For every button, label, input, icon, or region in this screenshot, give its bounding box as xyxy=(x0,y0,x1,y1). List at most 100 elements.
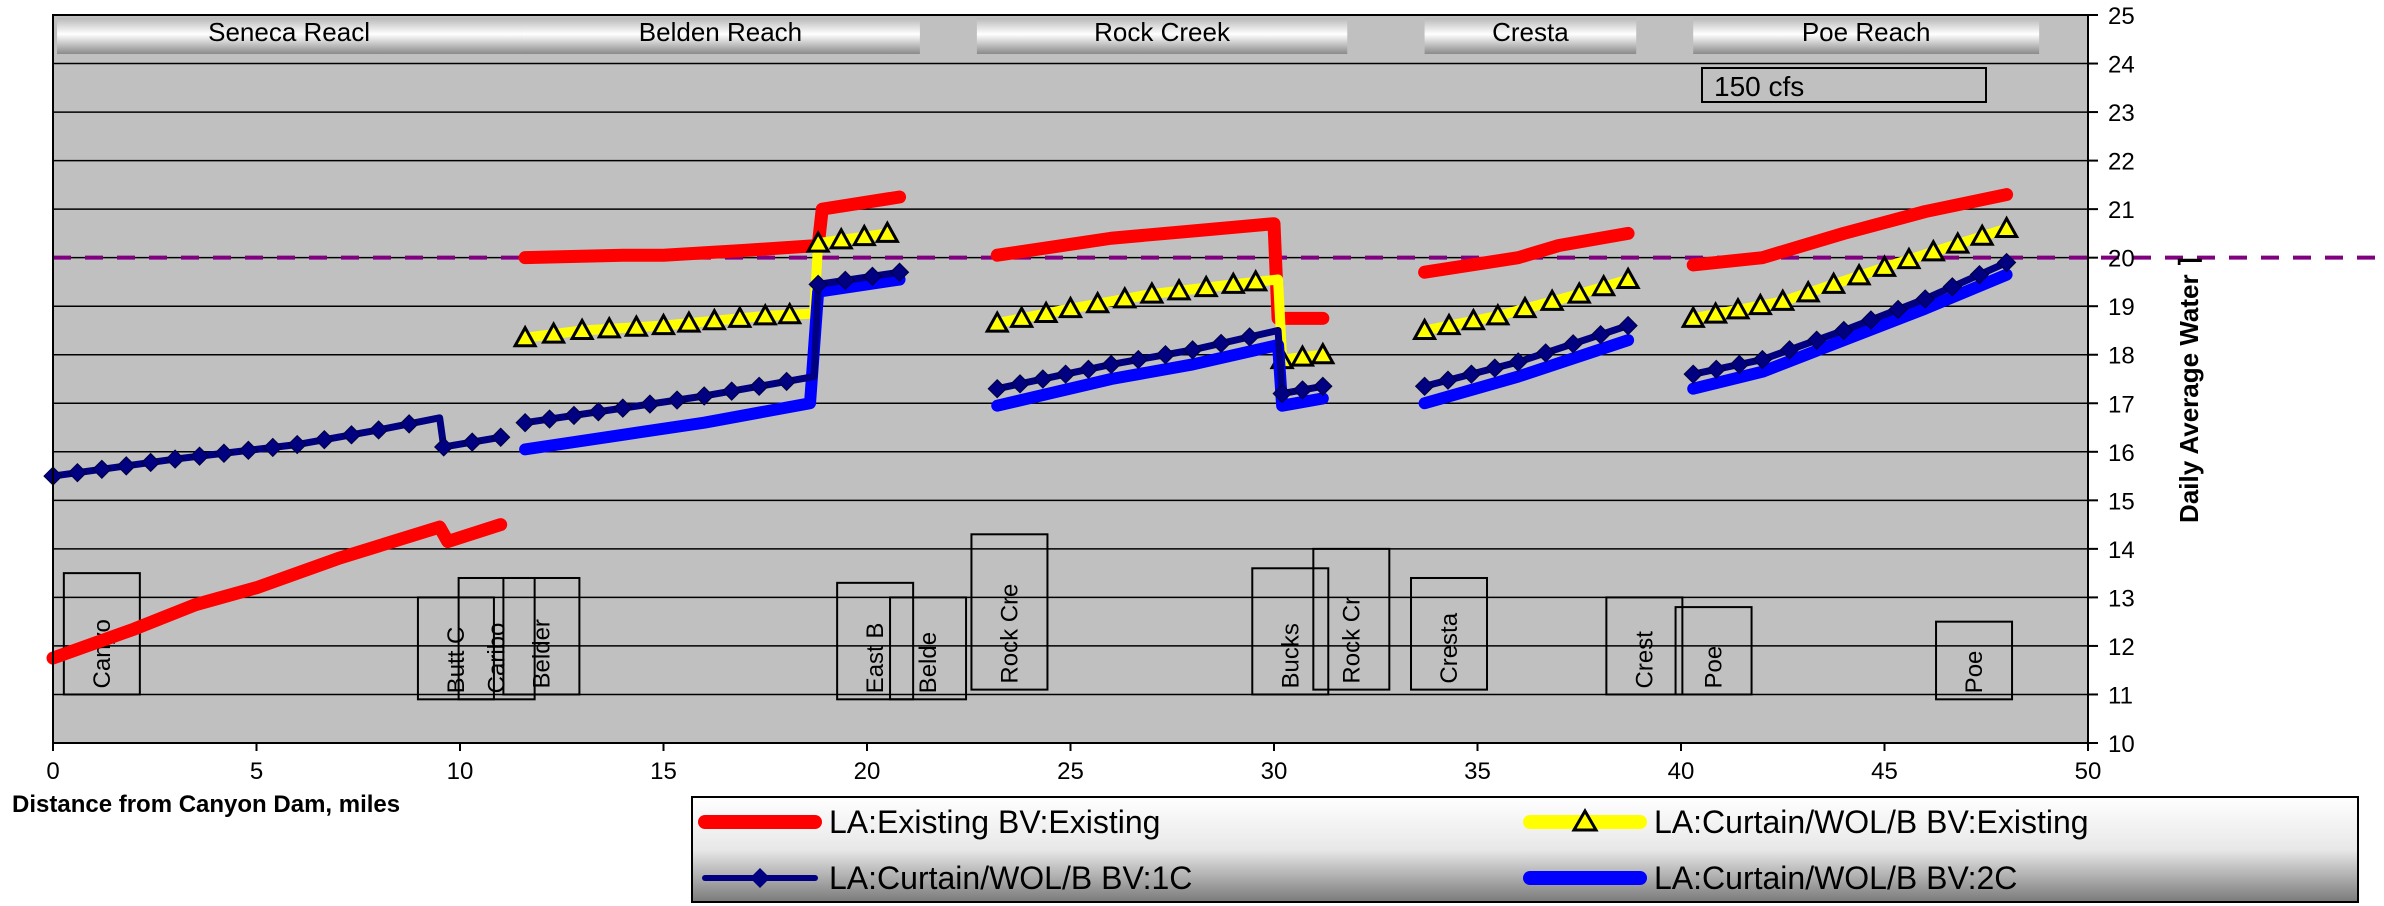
location-label: Bucks xyxy=(1251,567,1330,696)
x-tick-label: 35 xyxy=(1464,758,1491,785)
series-marker xyxy=(1166,277,1192,301)
series-marker xyxy=(1729,354,1750,375)
series-marker xyxy=(1591,273,1617,297)
series-marker xyxy=(862,266,883,286)
location-label-text: Bucks xyxy=(1277,623,1304,688)
series-marker xyxy=(1193,274,1219,298)
reach-label-box xyxy=(57,18,522,54)
series-marker xyxy=(541,321,567,344)
location-label-text: Poe xyxy=(1701,646,1728,689)
location-label-box xyxy=(970,533,1049,691)
location-label: Caribo xyxy=(457,576,536,701)
series-line xyxy=(990,217,1330,325)
location-label-text: Belder xyxy=(528,619,555,688)
series-marker xyxy=(1412,317,1438,340)
axes: 0 5 10 15 20 25 30 35 40 45 5010111213141516171819… xyxy=(46,3,2134,785)
series-marker xyxy=(1414,376,1435,396)
series-marker xyxy=(596,315,622,339)
series-marker xyxy=(623,314,649,337)
location-label: Belder xyxy=(502,576,581,696)
series-marker xyxy=(667,390,687,410)
reach-labels: Seneca Reacl Belden Reach Rock Creek Cresta… xyxy=(57,17,2040,54)
series-marker xyxy=(1220,271,1246,294)
series-line xyxy=(1686,188,2014,272)
location-label-box xyxy=(1251,567,1330,696)
location-label: East B xyxy=(836,581,915,701)
series-lines xyxy=(43,188,2020,665)
legend-item: LA:Curtain/WOL/B BV:1C xyxy=(702,860,1192,896)
legend-item: LA:Curtain/WOL/B BV:Existing xyxy=(1523,804,2089,840)
location-label-text: East B xyxy=(862,623,889,694)
x-axis-label: Distance from Canyon Dam, miles xyxy=(12,791,400,818)
series-marker xyxy=(1460,307,1486,331)
series-marker xyxy=(1821,271,1847,294)
location-label-box xyxy=(1605,596,1684,696)
series-marker xyxy=(1945,230,1971,254)
reach-label: Seneca Reacl xyxy=(57,17,522,54)
series-marker xyxy=(539,409,560,429)
series-marker xyxy=(808,274,828,295)
series-marker xyxy=(1535,343,1556,363)
series-marker xyxy=(140,452,161,473)
series-marker xyxy=(851,223,877,247)
location-label-text: Cresta xyxy=(1436,612,1463,683)
plot-background xyxy=(53,15,2088,743)
series-marker xyxy=(1770,288,1796,311)
grid-lines xyxy=(53,14,2088,744)
series-marker xyxy=(835,270,856,291)
series-marker xyxy=(777,301,803,325)
series-marker xyxy=(434,437,454,457)
series-marker xyxy=(1078,359,1099,380)
series-marker xyxy=(1085,290,1111,314)
series-marker xyxy=(694,386,714,406)
location-labels: Canyo Butt C Caribo Belder East B Belde Rock C… xyxy=(62,533,2014,701)
series-marker xyxy=(1747,292,1773,316)
location-label-text: Butt C xyxy=(443,627,470,694)
y-tick-label: 20 xyxy=(2108,246,2135,273)
reach-label: Rock Creek xyxy=(976,17,1348,54)
series-marker xyxy=(1680,305,1706,328)
series-marker xyxy=(1485,302,1511,326)
series-marker xyxy=(287,434,307,455)
series-marker xyxy=(1155,345,1176,365)
y-tick-label: 17 xyxy=(2108,391,2135,418)
reach-label-text: Belden Reach xyxy=(639,17,802,47)
reach-label: Poe Reach xyxy=(1693,17,2040,54)
series-marker xyxy=(889,262,910,282)
series-marker xyxy=(1289,344,1316,367)
series-marker xyxy=(776,371,797,392)
series-marker xyxy=(92,459,112,479)
series-marker xyxy=(1057,295,1084,319)
series-marker xyxy=(749,376,769,396)
series-marker xyxy=(399,414,419,434)
series xyxy=(46,188,2014,665)
y-tick-label: 10 xyxy=(2108,731,2135,758)
series-marker xyxy=(1706,359,1726,380)
series-line xyxy=(519,273,906,456)
series-marker xyxy=(650,312,677,336)
series-marker xyxy=(1996,252,2017,273)
series-marker xyxy=(462,432,482,452)
x-tick-label: 15 xyxy=(650,758,677,785)
location-label: Butt C xyxy=(416,596,495,701)
series-marker xyxy=(1438,370,1458,390)
series-marker xyxy=(569,317,595,340)
series-line xyxy=(518,190,907,265)
y-tick-label: 21 xyxy=(2108,197,2135,224)
series-marker xyxy=(490,427,511,447)
series-marker xyxy=(1994,215,2020,239)
series-marker xyxy=(1806,330,1827,350)
series-marker xyxy=(1010,374,1030,394)
series-marker xyxy=(1683,364,1703,384)
reach-label: Cresta xyxy=(1424,17,1637,54)
y-tick-label: 16 xyxy=(2108,440,2135,467)
series-marker xyxy=(1313,376,1333,396)
location-label: Belde xyxy=(889,596,968,701)
series-marker xyxy=(1888,299,1908,320)
series-marker xyxy=(1101,354,1121,375)
legend-label: LA:Curtain/WOL/B BV:2C xyxy=(1654,860,2017,896)
series-marker xyxy=(1272,383,1292,404)
series-marker xyxy=(1461,364,1482,384)
series-line xyxy=(1418,334,1635,410)
